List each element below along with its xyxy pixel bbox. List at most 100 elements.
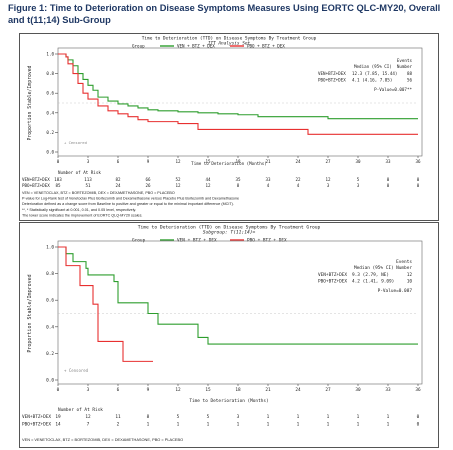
- y-tick-label: 0.8: [46, 271, 54, 277]
- risk-cell: 66: [145, 177, 151, 182]
- x-tick-label: 36: [415, 387, 421, 393]
- risk-cell: 44: [205, 177, 211, 182]
- chart-title: Time to Deterioration (TTD) on Disease S…: [138, 225, 321, 231]
- km-chart-overall: Time to Deterioration (TTD) on Disease S…: [22, 36, 423, 217]
- x-tick-label: 12: [175, 159, 181, 164]
- legend-label-1: PBO + BTZ + DEX: [247, 238, 287, 244]
- plot-frame: [57, 240, 423, 385]
- censored-note: + Censored: [64, 368, 89, 373]
- risk-cell: 1: [267, 414, 270, 420]
- stats-row-label: PBO+BTZ+DEX: [318, 78, 346, 83]
- x-tick-label: 24: [295, 387, 301, 393]
- risk-cell: 1: [297, 422, 300, 428]
- risk-cell: 52: [175, 177, 181, 182]
- x-axis-label: Time to Deterioration (Months): [189, 398, 268, 404]
- y-tick-label: 1.0: [46, 245, 54, 251]
- x-tick-label: 36: [415, 159, 421, 164]
- risk-cell: 11: [115, 414, 121, 420]
- y-tick-label: 0.8: [46, 71, 54, 76]
- stats-row-events: 10: [407, 279, 413, 285]
- chart-subtitle: Subgroup: T(11;14)=: [203, 230, 256, 236]
- x-tick-label: 0: [57, 387, 60, 393]
- risk-table-title: Number of At Risk: [58, 170, 101, 175]
- x-tick-label: 3: [87, 387, 90, 393]
- risk-cell: 1: [387, 422, 390, 428]
- x-axis-label: Time to Deterioration (Months): [191, 161, 267, 166]
- risk-cell: 5: [357, 177, 360, 182]
- risk-cell: 1: [147, 422, 150, 428]
- footnote: **, * Statistically significant at 0.001…: [22, 208, 136, 212]
- risk-cell: 0: [387, 183, 390, 188]
- risk-cell: 1: [387, 414, 390, 420]
- risk-cell: 35: [235, 177, 241, 182]
- risk-cell: 1: [327, 414, 330, 420]
- x-tick-label: 27: [325, 387, 331, 393]
- risk-cell: 51: [85, 183, 91, 188]
- risk-cell: 14: [55, 422, 61, 428]
- x-tick-label: 24: [295, 159, 301, 164]
- risk-cell: 0: [417, 414, 420, 420]
- risk-cell: 5: [177, 414, 180, 420]
- risk-cell: 3: [357, 183, 360, 188]
- censored-note: + Censored: [64, 140, 87, 145]
- stats-events-header: Events: [396, 259, 412, 265]
- km-curve-0: [58, 246, 418, 345]
- risk-cell: 1: [297, 414, 300, 420]
- risk-cell: 12: [175, 183, 181, 188]
- x-tick-label: 6: [117, 387, 120, 393]
- x-tick-label: 21: [265, 387, 271, 393]
- y-axis-label: Proportion Stable/Improved: [27, 65, 33, 140]
- risk-cell: 22: [295, 177, 301, 182]
- stats-number-header: Number: [396, 265, 412, 271]
- footnote: The lower score indicates the improvemen…: [22, 213, 142, 217]
- risk-cell: 113: [84, 177, 92, 182]
- footnote: VEN = VENETOCLAX, BTZ = BORTEZOMIB, DEX …: [22, 191, 175, 195]
- risk-cell: 1: [267, 422, 270, 428]
- risk-cell: 1: [177, 422, 180, 428]
- x-tick-label: 18: [235, 159, 241, 164]
- legend-label-0: VEN + BTZ + DEX: [177, 238, 217, 244]
- risk-cell: 0: [417, 183, 420, 188]
- risk-cell: 0: [417, 177, 420, 182]
- footnote: Deterioration defined as a change score …: [22, 202, 234, 206]
- plot-frame: [57, 47, 423, 157]
- x-tick-label: 9: [147, 387, 150, 393]
- x-tick-label: 15: [205, 387, 211, 393]
- x-tick-label: 9: [147, 159, 150, 164]
- stats-median-header: Median (95% CI): [354, 265, 394, 271]
- x-tick-label: 33: [385, 159, 391, 164]
- risk-cell: 7: [87, 422, 90, 428]
- risk-cell: 12: [325, 177, 331, 182]
- stats-row-events: 12: [407, 272, 413, 278]
- y-tick-label: 0.0: [46, 378, 54, 384]
- y-tick-label: 1.0: [46, 52, 54, 57]
- stats-median-header: Median (95% CI): [354, 64, 392, 69]
- x-tick-label: 30: [355, 159, 361, 164]
- risk-cell: 0: [387, 177, 390, 182]
- stats-pvalue: P-Value=0.087: [378, 288, 413, 294]
- figure-title: Figure 1: Time to Deterioration on Disea…: [8, 3, 441, 25]
- stats-events-header: Events: [397, 58, 413, 63]
- km-curve-0: [58, 53, 418, 120]
- stats-number-header: Number: [397, 64, 413, 69]
- x-tick-label: 18: [235, 387, 241, 393]
- km-curve-1: [58, 53, 418, 135]
- x-tick-label: 21: [265, 159, 271, 164]
- risk-cell: 8: [147, 414, 150, 420]
- risk-cell: 24: [115, 183, 121, 188]
- legend-label-0: VEN + BTZ + DEX: [177, 44, 215, 49]
- risk-row-label: PBO+BTZ+DEX: [22, 422, 51, 428]
- x-tick-label: 12: [175, 387, 181, 393]
- stats-row-label: VEN+BTZ+DEX: [318, 71, 346, 76]
- chart-panel-overall: Time to Deterioration (TTD) on Disease S…: [19, 33, 439, 221]
- risk-cell: 8: [237, 183, 240, 188]
- footnote: VEN = VENETOCLAX, BTZ = BORTEZOMIB, DEX …: [22, 437, 183, 442]
- risk-cell: 1: [357, 422, 360, 428]
- y-tick-label: 0.2: [46, 130, 54, 135]
- legend-title: Group: [132, 238, 146, 244]
- stats-row-median: 4.1 (4.16, 7.85): [352, 78, 392, 83]
- x-tick-label: 0: [57, 159, 60, 164]
- risk-cell: 5: [207, 414, 210, 420]
- km-chart-subgroup: Time to Deterioration (TTD) on Disease S…: [22, 225, 423, 442]
- risk-cell: 3: [327, 183, 330, 188]
